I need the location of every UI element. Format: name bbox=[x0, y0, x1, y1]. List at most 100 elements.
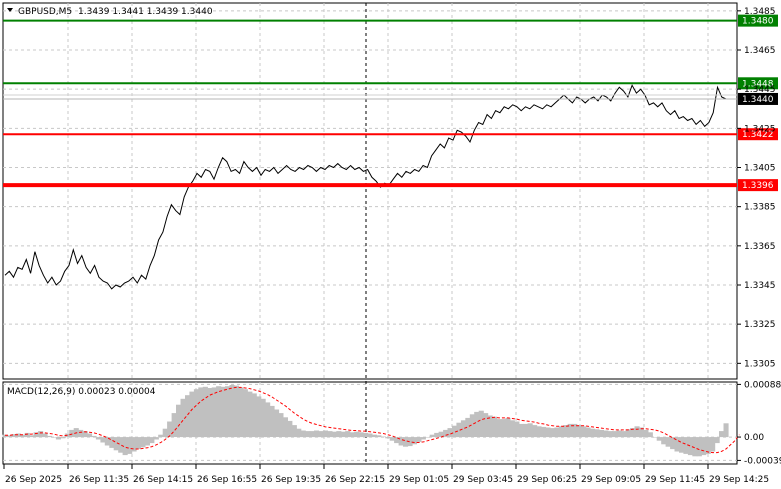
y-tick-label: 1.3305 bbox=[744, 359, 776, 369]
macd-bar bbox=[496, 419, 502, 438]
macd-bar bbox=[429, 434, 435, 438]
macd-bar bbox=[354, 431, 360, 438]
macd-bar bbox=[358, 432, 364, 438]
dropdown-triangle-icon[interactable] bbox=[7, 8, 13, 12]
macd-bar bbox=[278, 413, 284, 437]
macd-bar bbox=[78, 429, 84, 438]
macd-bar bbox=[91, 435, 97, 438]
macd-bar bbox=[403, 437, 409, 447]
macd-bar bbox=[434, 432, 440, 438]
macd-bar bbox=[33, 432, 39, 438]
price-series bbox=[4, 84, 727, 290]
macd-bar bbox=[558, 426, 564, 438]
macd-bar bbox=[389, 437, 395, 441]
macd-bar bbox=[238, 387, 244, 438]
macd-bar bbox=[87, 433, 93, 438]
macd-bar bbox=[469, 414, 475, 437]
level-price-tag bbox=[738, 77, 778, 90]
macd-bar bbox=[492, 416, 498, 438]
macd-panel-frame bbox=[2, 381, 738, 465]
macd-bar bbox=[687, 437, 693, 456]
macd-bar bbox=[51, 437, 57, 438]
macd-bar bbox=[549, 428, 555, 438]
macd-bar bbox=[407, 437, 413, 447]
macd-bar bbox=[149, 437, 155, 444]
macd-bar bbox=[24, 432, 30, 438]
macd-bar bbox=[327, 431, 333, 438]
price-line bbox=[4, 84, 727, 290]
macd-bar bbox=[122, 437, 128, 456]
macd-y-tick-label: 0.00 bbox=[744, 433, 764, 443]
macd-bar bbox=[438, 431, 444, 438]
level-price-label: 1.3448 bbox=[742, 79, 774, 89]
macd-bar bbox=[692, 437, 698, 457]
level-price-label: 1.3422 bbox=[742, 130, 774, 140]
macd-bar bbox=[247, 391, 253, 438]
current-price-label: 1.3440 bbox=[742, 95, 774, 105]
macd-bar bbox=[385, 437, 391, 439]
level-price-label: 1.3480 bbox=[742, 17, 774, 27]
macd-bar bbox=[202, 386, 208, 438]
macd-bar bbox=[162, 428, 168, 438]
macd-bar bbox=[349, 432, 355, 438]
y-tick-label: 1.3365 bbox=[744, 242, 776, 252]
macd-bar bbox=[322, 430, 328, 438]
macd-bar bbox=[576, 425, 582, 438]
x-tick-label: 26 Sep 2025 bbox=[5, 475, 62, 485]
macd-bar bbox=[95, 437, 101, 440]
macd-bar bbox=[465, 417, 471, 438]
level-price-tag bbox=[738, 179, 778, 192]
x-tick-label: 29 Sep 01:05 bbox=[389, 475, 449, 485]
y-tick-label: 1.3425 bbox=[744, 124, 776, 134]
y-tick-label: 1.3465 bbox=[744, 46, 776, 56]
macd-bar bbox=[585, 427, 591, 438]
macd-bar bbox=[331, 431, 337, 438]
macd-bar bbox=[630, 428, 636, 438]
macd-bar bbox=[683, 437, 689, 454]
level-price-tag bbox=[738, 14, 778, 27]
macd-bar bbox=[136, 437, 142, 450]
macd-bar bbox=[367, 433, 373, 438]
macd-bar bbox=[474, 411, 480, 437]
y-tick-label: 1.3405 bbox=[744, 164, 776, 174]
macd-bar bbox=[314, 430, 320, 438]
macd-bar bbox=[567, 423, 573, 438]
macd-bar bbox=[242, 389, 248, 438]
macd-bar bbox=[487, 415, 493, 437]
macd-bar bbox=[211, 387, 217, 438]
macd-bar bbox=[572, 423, 578, 438]
macd-bar bbox=[336, 431, 342, 438]
macd-bar bbox=[594, 429, 600, 438]
level-lines: 1.3480 1.3448 1.3422 1.3396 1.3440 bbox=[3, 14, 778, 192]
y-tick-label: 1.3325 bbox=[744, 320, 776, 330]
x-tick-label: 29 Sep 03:45 bbox=[453, 475, 513, 485]
macd-bar bbox=[376, 435, 382, 438]
macd-bar bbox=[532, 425, 538, 438]
macd-bar bbox=[581, 426, 587, 438]
macd-bar bbox=[2, 434, 8, 438]
macd-bar bbox=[638, 427, 644, 438]
x-tick-label: 26 Sep 14:15 bbox=[133, 475, 193, 485]
macd-bar bbox=[452, 425, 458, 438]
signal-line bbox=[5, 386, 740, 454]
x-tick-label: 29 Sep 11:45 bbox=[645, 475, 705, 485]
macd-bar bbox=[140, 437, 146, 448]
macd-bar bbox=[710, 437, 716, 452]
macd-bar bbox=[607, 431, 613, 438]
macd-bar bbox=[15, 433, 21, 438]
macd-bar bbox=[456, 422, 462, 438]
macd-bar bbox=[38, 431, 44, 438]
macd-bar bbox=[523, 423, 529, 438]
macd-bar bbox=[696, 437, 702, 457]
macd-bar bbox=[20, 434, 26, 438]
macd-bar bbox=[176, 404, 182, 437]
macd-bar bbox=[545, 427, 551, 438]
level-price-label: 1.3396 bbox=[742, 181, 774, 191]
macd-bar bbox=[225, 386, 231, 438]
macd-bar bbox=[563, 425, 569, 438]
macd-bar bbox=[670, 437, 676, 450]
macd-bar bbox=[305, 431, 311, 438]
macd-bar bbox=[269, 405, 275, 437]
current-price-tag bbox=[738, 92, 778, 105]
